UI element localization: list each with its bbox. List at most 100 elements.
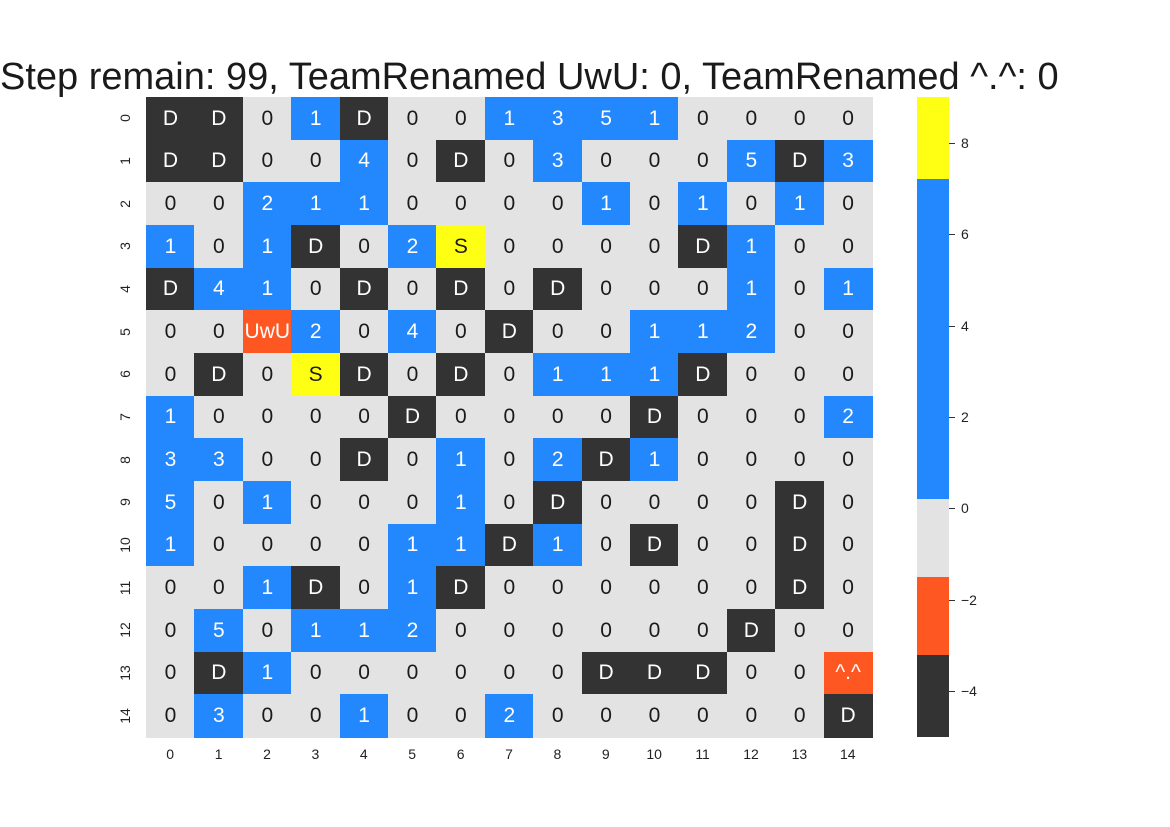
- board-cell-shield: S: [436, 225, 486, 269]
- colorbar-tick-mark: [949, 508, 955, 510]
- column-tick-label: 12: [743, 746, 759, 762]
- colorbar-segment-opponent: [917, 577, 949, 656]
- board-cell-empty: 0: [339, 310, 389, 354]
- board-cell-wall: D: [775, 139, 825, 183]
- column-tick-label: 1: [214, 746, 223, 762]
- board-cell-gold: 1: [533, 523, 583, 567]
- board-cell-shield: S: [291, 353, 341, 397]
- board-cell-gold: 1: [630, 310, 679, 354]
- board-cell-gold: 5: [194, 609, 244, 653]
- board-cell-empty: 0: [388, 481, 437, 525]
- board-cell-empty: 0: [339, 395, 389, 439]
- board-cell-gold: 1: [146, 225, 195, 269]
- board-cell-wall: D: [678, 651, 728, 695]
- colorbar-segment-wall: [917, 654, 949, 738]
- board-cell-gold: 1: [291, 97, 341, 141]
- board-cell-gold: 1: [339, 694, 389, 738]
- board-cell-opponent: ^.^: [823, 651, 873, 695]
- board-cell-gold: 1: [388, 566, 437, 610]
- board-cell-wall: D: [194, 353, 244, 397]
- board-cell-empty: 0: [581, 225, 631, 269]
- board-cell-gold: 5: [581, 97, 631, 141]
- column-tick-label: 14: [840, 746, 856, 762]
- board-cell-wall: D: [146, 139, 195, 183]
- board-cell-empty: 0: [823, 353, 873, 397]
- board-cell-empty: 0: [678, 97, 728, 141]
- board-cell-empty: 0: [581, 694, 631, 738]
- board-cell-empty: 0: [630, 609, 679, 653]
- board-cell-empty: 0: [581, 566, 631, 610]
- column-tick-label: 9: [601, 746, 610, 762]
- board-cell-gold: 1: [146, 395, 195, 439]
- board-cell-wall: D: [726, 609, 776, 653]
- board-cell-wall: D: [436, 566, 486, 610]
- board-cell-empty: 0: [630, 267, 679, 311]
- board-cell-gold: 4: [339, 139, 389, 183]
- colorbar-tick-label: 6: [961, 226, 969, 243]
- board-cell-gold: 2: [726, 310, 776, 354]
- board-cell-empty: 0: [388, 182, 437, 226]
- board-cell-empty: 0: [630, 566, 679, 610]
- colorbar-tick-label: 4: [961, 317, 969, 334]
- board-cell-empty: 0: [484, 438, 534, 482]
- board-cell-empty: 0: [242, 353, 292, 397]
- column-tick-label: 7: [505, 746, 513, 762]
- board-cell-empty: 0: [436, 651, 486, 695]
- board-cell-gold: 1: [146, 523, 195, 567]
- colorbar-tick-mark: [949, 234, 955, 236]
- board-cell-empty: 0: [194, 225, 244, 269]
- board-cell-wall: D: [630, 523, 679, 567]
- board-cell-empty: 0: [146, 353, 195, 397]
- board-cell-empty: 0: [678, 694, 728, 738]
- row-tick-label: 11: [117, 580, 133, 595]
- colorbar-tick-label: 2: [961, 409, 969, 425]
- board-cell-empty: 0: [581, 310, 631, 354]
- board-cell-empty: 0: [484, 267, 534, 311]
- board-cell-gold: 1: [436, 481, 486, 525]
- board-cell-gold: 5: [726, 139, 776, 183]
- board-cell-opponent: UwU: [242, 310, 292, 354]
- board-cell-empty: 0: [194, 182, 244, 226]
- board-cell-wall: D: [484, 523, 534, 567]
- board-cell-gold: 5: [146, 481, 195, 525]
- board-cell-gold: 1: [242, 225, 292, 269]
- colorbar-tick-mark: [949, 142, 955, 144]
- board-cell-empty: 0: [678, 395, 728, 439]
- board-cell-empty: 0: [823, 523, 873, 567]
- row-tick-label: 7: [117, 413, 133, 421]
- colorbar-tick-label: 8: [961, 134, 969, 151]
- board-cell-gold: 1: [291, 182, 341, 226]
- board-cell-gold: 1: [581, 353, 631, 397]
- board-cell-empty: 0: [726, 353, 776, 397]
- board-cell-gold: 3: [194, 694, 244, 738]
- board-cell-wall: D: [339, 353, 389, 397]
- board-cell-empty: 0: [533, 395, 583, 439]
- board-cell-empty: 0: [436, 310, 486, 354]
- board-cell-wall: D: [581, 651, 631, 695]
- board-cell-gold: 1: [484, 97, 534, 141]
- board-cell-gold: 1: [242, 481, 292, 525]
- board-cell-empty: 0: [678, 267, 728, 311]
- board-cell-gold: 1: [823, 267, 873, 311]
- board-cell-gold: 4: [388, 310, 437, 354]
- board-cell-empty: 0: [775, 438, 825, 482]
- row-tick-label: 5: [117, 327, 133, 336]
- board-cell-gold: 1: [630, 438, 679, 482]
- board-cell-empty: 0: [484, 353, 534, 397]
- colorbar-tick-label: −2: [961, 591, 977, 608]
- board-cell-empty: 0: [678, 523, 728, 567]
- board-cell-empty: 0: [388, 267, 437, 311]
- board-cell-empty: 0: [775, 651, 825, 695]
- board-cell-wall: D: [291, 566, 341, 610]
- board-cell-empty: 0: [533, 310, 583, 354]
- board-cell-empty: 0: [339, 651, 389, 695]
- board-cell-empty: 0: [146, 310, 195, 354]
- colorbar-segment-gold: [917, 179, 949, 500]
- board-cell-empty: 0: [436, 97, 486, 141]
- board-cell-empty: 0: [388, 438, 437, 482]
- board-cell-gold: 3: [533, 139, 583, 183]
- board-cell-empty: 0: [726, 97, 776, 141]
- board-cell-empty: 0: [630, 182, 679, 226]
- board-cell-empty: 0: [630, 481, 679, 525]
- board-cell-empty: 0: [775, 97, 825, 141]
